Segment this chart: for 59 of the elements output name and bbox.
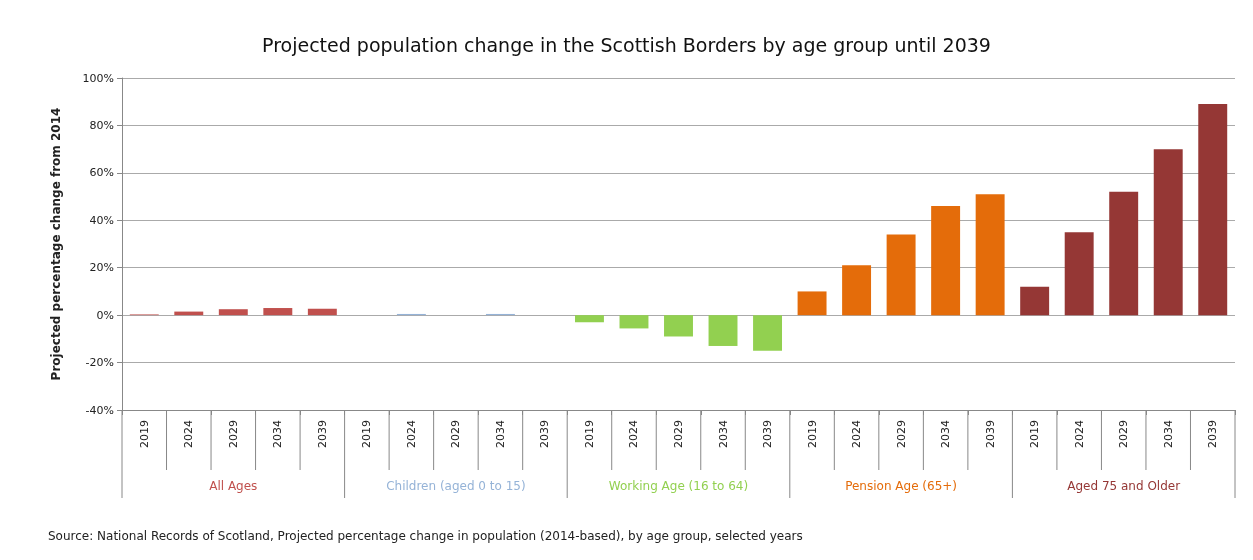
x-tick-label: 2024 xyxy=(1072,420,1086,448)
y-tick-label: 20% xyxy=(89,261,114,275)
x-tick-label: 2039 xyxy=(538,420,552,448)
bar xyxy=(1153,149,1183,316)
text: Aged 75 and Older xyxy=(1067,479,1181,493)
x-tick-label: 2019 xyxy=(1028,420,1042,448)
source-note: Source: National Records of Scotland, Projected percentage change in population (2014-based), by age group, selected years xyxy=(48,529,803,543)
x-tick-label: 2034 xyxy=(1161,420,1175,448)
x-tick-label: 2029 xyxy=(672,420,685,448)
x-tick-label: 2039 xyxy=(1206,420,1220,448)
bar xyxy=(1198,104,1228,316)
bar xyxy=(708,315,738,346)
y-tick-label: 80% xyxy=(89,118,114,132)
x-tick-label: 2034 xyxy=(716,420,730,448)
x-tick-label: 2039 xyxy=(315,420,329,448)
bar xyxy=(664,315,693,337)
x-tick-label: 2034 xyxy=(271,420,285,448)
x-tick-label: 2039 xyxy=(761,420,775,448)
x-tick-label: 2029 xyxy=(894,420,908,448)
bar xyxy=(619,315,649,329)
chart-title: Projected population change in the Scottish Borders by age group until 2039 xyxy=(262,33,991,56)
y-tick-label: -40% xyxy=(85,403,114,417)
y-tick-label: 100% xyxy=(82,71,114,85)
x-tick-label: 2024 xyxy=(404,420,418,448)
x-tick-label: 2039 xyxy=(983,420,997,448)
text: All Ages xyxy=(209,479,258,493)
text: Pension Age (65+) xyxy=(845,479,958,493)
bar xyxy=(574,315,604,323)
bar xyxy=(1109,191,1139,316)
text: Working Age (16 to 64) xyxy=(608,479,749,493)
bar xyxy=(886,234,916,316)
x-tick-label: 2019 xyxy=(582,420,596,448)
text: Children (aged 0 to 15) xyxy=(386,479,526,493)
x-tick-label: 2034 xyxy=(493,420,507,448)
x-tick-label: 2029 xyxy=(1117,420,1131,448)
bar xyxy=(753,315,783,351)
bar xyxy=(1020,286,1050,316)
x-tick-label: 2019 xyxy=(805,420,819,448)
bar xyxy=(307,308,337,316)
x-tick-label: 2024 xyxy=(182,420,196,448)
y-tick-label: 60% xyxy=(89,166,114,180)
bar xyxy=(1064,232,1094,316)
x-tick-label: 2034 xyxy=(939,420,953,448)
x-tick-label: 2019 xyxy=(360,420,374,448)
x-tick-label: 2029 xyxy=(226,420,240,448)
bar xyxy=(975,194,1005,316)
bar xyxy=(931,206,961,316)
bar xyxy=(263,308,293,316)
x-tick-label: 2024 xyxy=(850,420,864,448)
bar xyxy=(842,265,872,316)
x-tick-label: 2029 xyxy=(449,420,463,448)
bar xyxy=(218,309,248,316)
bar xyxy=(797,291,827,316)
y-tick-label: 40% xyxy=(89,213,114,227)
x-tick-label: 2019 xyxy=(137,420,151,448)
x-tick-label: 2024 xyxy=(627,420,641,448)
y-axis-title: Projected percentage change from 2014 xyxy=(49,107,63,381)
y-tick-label: -20% xyxy=(85,356,114,370)
y-tick-label: 0% xyxy=(96,308,114,322)
